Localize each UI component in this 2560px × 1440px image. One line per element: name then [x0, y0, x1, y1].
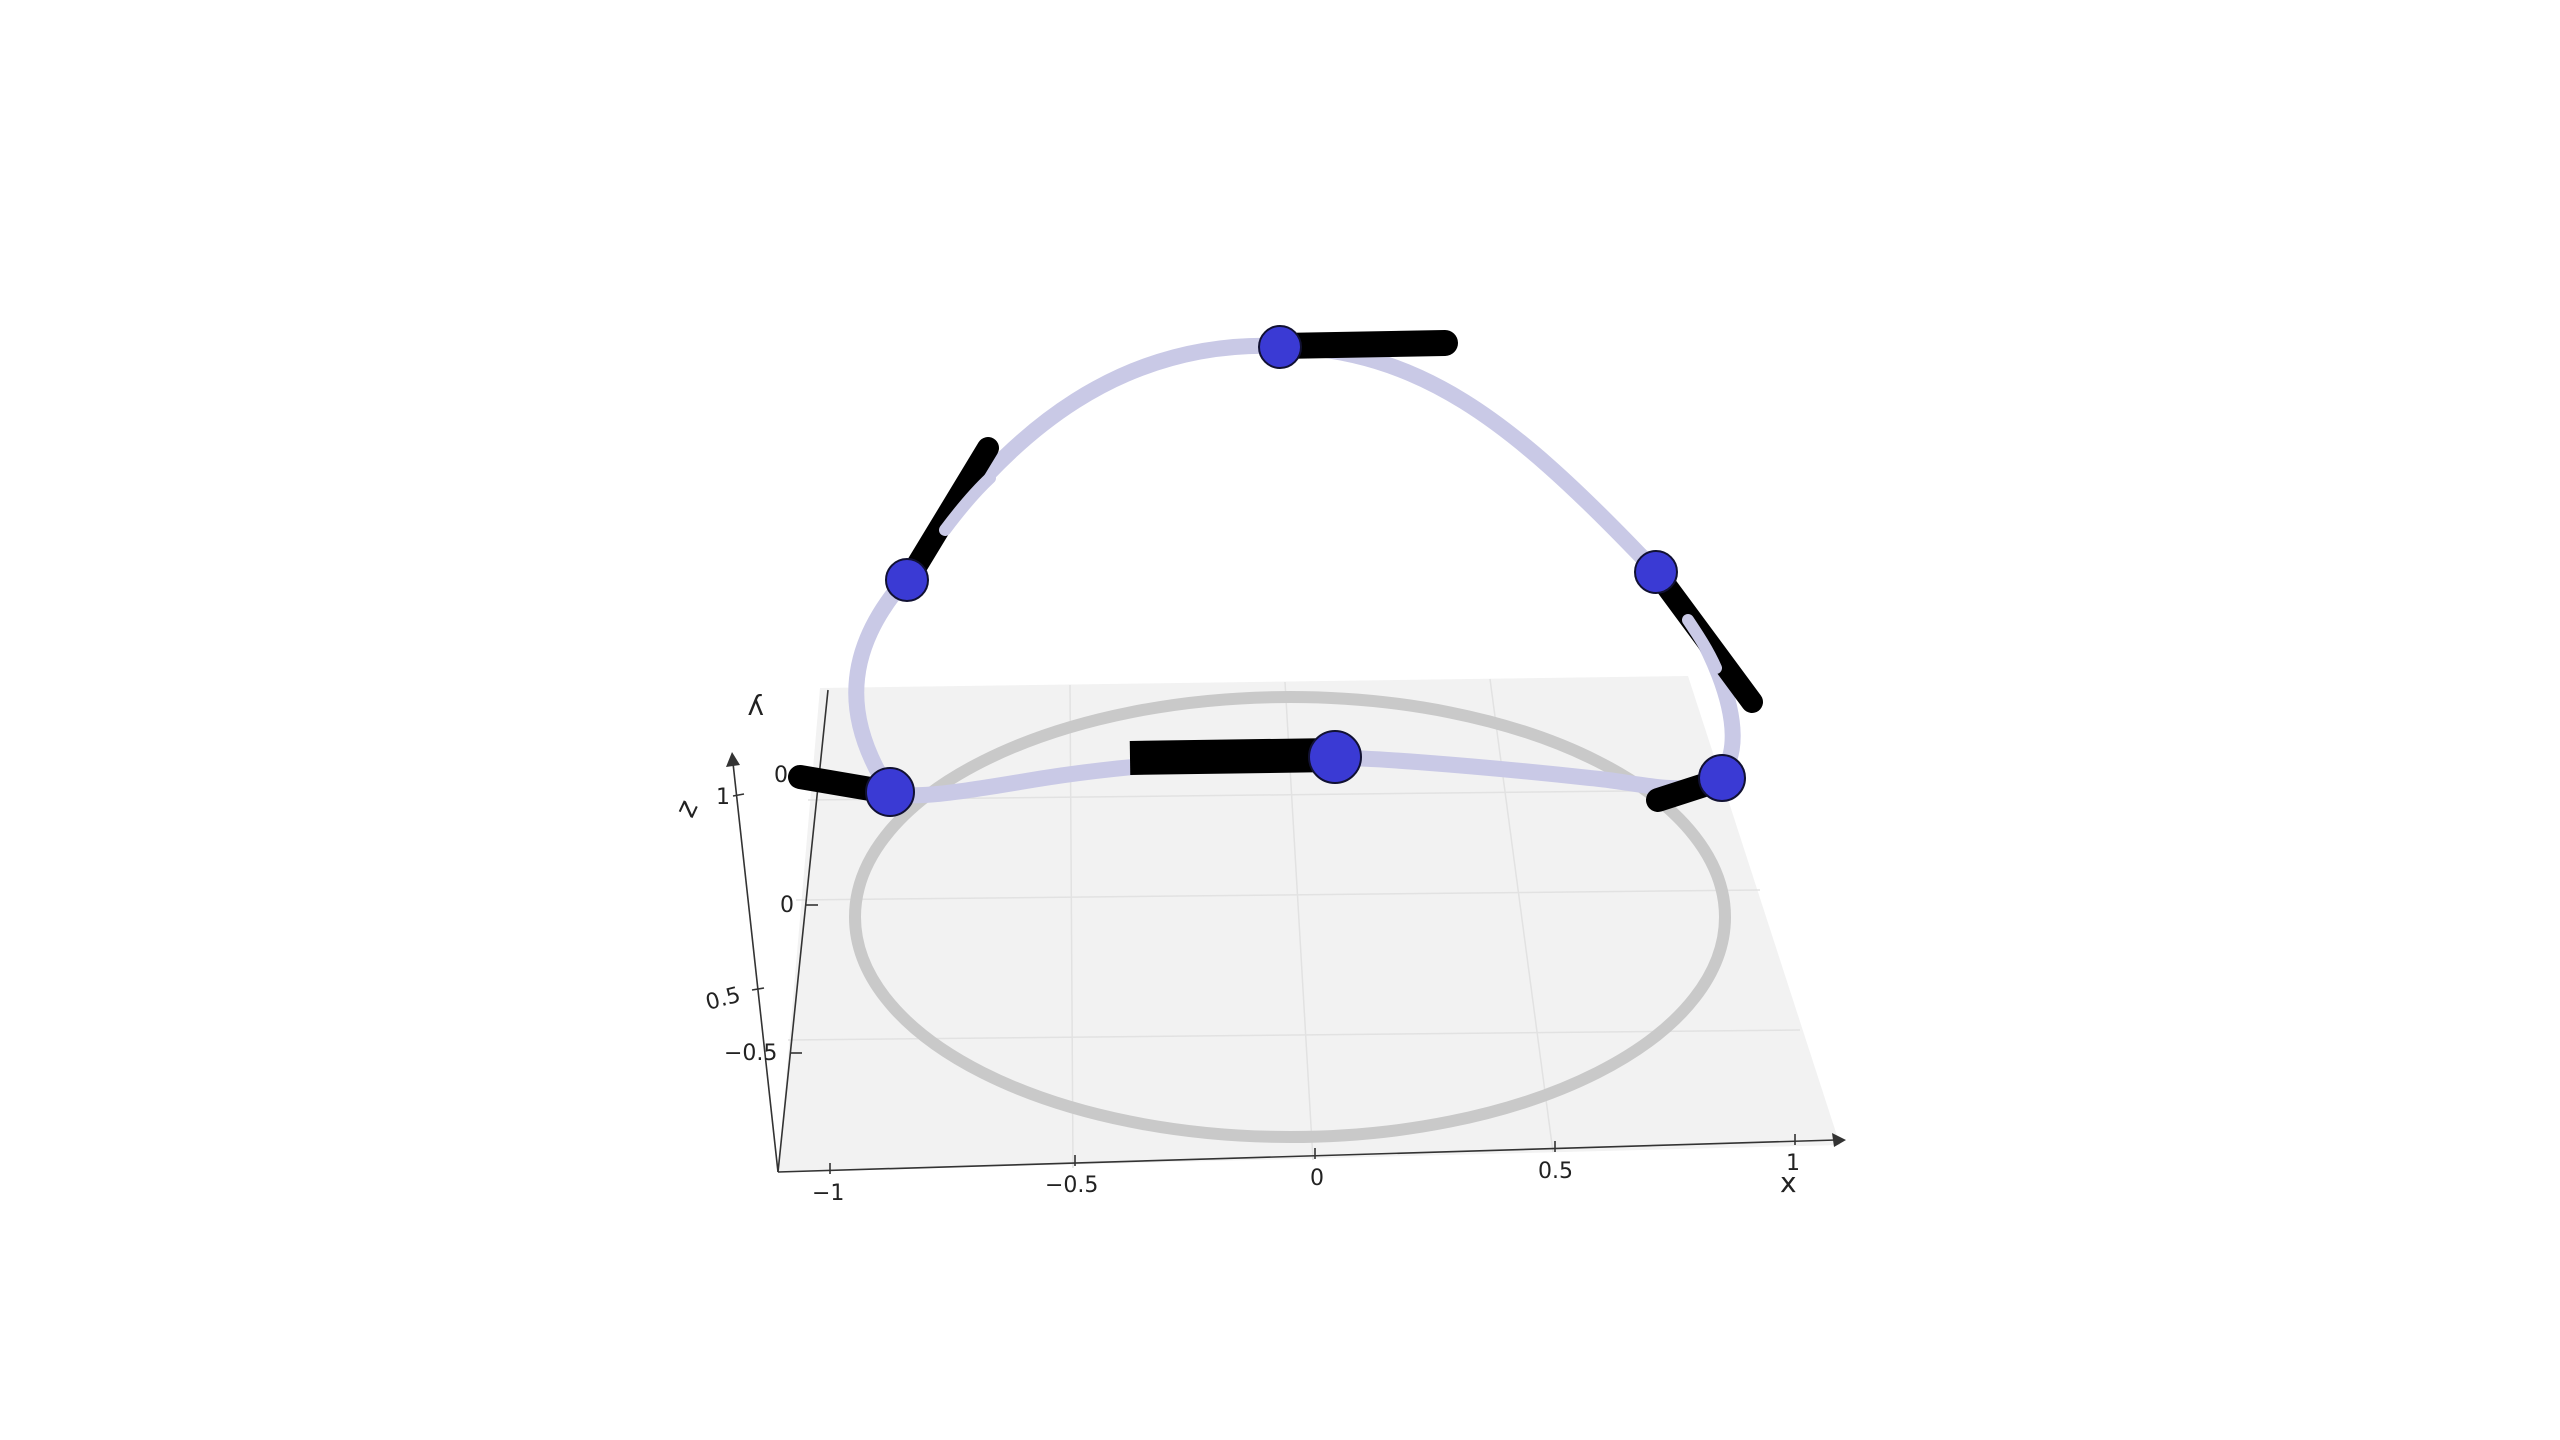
- x-tick-label: 0: [1310, 1166, 1324, 1191]
- z-tick: [732, 793, 745, 797]
- z-tick-label: −0.5: [724, 1041, 777, 1066]
- rod-center: [1129, 738, 1336, 775]
- x-tick-label: 0.5: [1538, 1159, 1573, 1184]
- floor-plane: [778, 676, 1840, 1172]
- z-tick-label: 0.5: [703, 983, 743, 1016]
- gridline: [795, 889, 1761, 901]
- point-center-marker: [1308, 730, 1362, 784]
- z-tick-label: 0: [780, 893, 794, 918]
- y-tick-label: 0: [774, 763, 788, 788]
- point-markers: [865, 325, 1746, 817]
- point-right-low-marker: [1698, 754, 1746, 802]
- z-axis-arrow: [726, 752, 740, 767]
- rod-left-mid: [897, 437, 999, 591]
- gridline: [1069, 684, 1074, 1169]
- point-left-low-marker: [865, 767, 915, 817]
- curve-front-segments: [939, 472, 1722, 674]
- z-axis-label: z: [668, 795, 704, 822]
- point-right-mid-marker: [1634, 550, 1678, 594]
- y-axis-label: y: [747, 693, 764, 726]
- x-tick-label: 1: [1786, 1151, 1800, 1176]
- x-axis-arrow: [1832, 1133, 1846, 1147]
- gridline: [1489, 678, 1554, 1153]
- z-tick-label: 1: [716, 785, 730, 810]
- point-left-mid-marker: [885, 558, 929, 602]
- z-tick: [751, 987, 765, 991]
- gridline: [787, 1029, 1801, 1041]
- tick-labels: −1 −0.5 0 0.5 1 1 0 0 0.5 −0.5 x y z: [668, 693, 1800, 1206]
- rod-top: [1267, 330, 1458, 359]
- reference-circle: [849, 691, 1731, 1143]
- point-top-marker: [1258, 325, 1302, 369]
- x-axis-line: [777, 1139, 1837, 1173]
- z-axis-line: [732, 762, 779, 1173]
- x-axis-label: x: [1780, 1166, 1797, 1199]
- curve-front-right: [1682, 614, 1722, 674]
- x-tick-label: −1: [812, 1181, 844, 1206]
- x-tick-label: −0.5: [1045, 1173, 1098, 1198]
- floor-grid: [787, 678, 1801, 1169]
- curve-front-left: [939, 472, 996, 536]
